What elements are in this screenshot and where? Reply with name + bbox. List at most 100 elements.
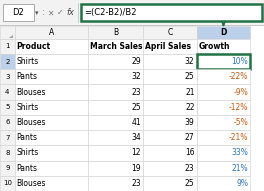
Text: 25: 25 (131, 103, 141, 112)
FancyBboxPatch shape (81, 4, 262, 21)
Text: 4: 4 (5, 89, 10, 95)
Text: -12%: -12% (229, 103, 248, 112)
Bar (88, 39, 143, 54)
Bar (15, 54, 88, 69)
Bar (88, 115, 143, 130)
Text: D: D (220, 28, 227, 37)
Text: Shirts: Shirts (17, 103, 39, 112)
Text: March Sales: March Sales (90, 42, 143, 51)
Bar (143, 145, 197, 161)
Bar (197, 115, 250, 130)
Text: 41: 41 (131, 118, 141, 127)
Text: 10: 10 (3, 180, 12, 186)
Text: -21%: -21% (229, 133, 248, 142)
Text: 39: 39 (185, 118, 195, 127)
Text: =(C2-B2)/B2: =(C2-B2)/B2 (84, 8, 137, 17)
Text: 22: 22 (185, 103, 195, 112)
Text: -5%: -5% (233, 118, 248, 127)
Text: 23: 23 (131, 179, 141, 188)
Bar (143, 161, 197, 176)
Bar (143, 100, 197, 115)
Text: C: C (167, 28, 172, 37)
Bar (0, 130, 15, 145)
Text: Shirts: Shirts (17, 57, 39, 66)
Bar (197, 84, 250, 100)
Bar (143, 39, 197, 54)
Bar (0, 26, 264, 191)
Bar (0, 0, 264, 26)
Bar (197, 176, 250, 191)
Bar (197, 39, 250, 54)
Text: 12: 12 (131, 148, 141, 157)
Bar (15, 115, 88, 130)
Text: Blouses: Blouses (17, 179, 46, 188)
Bar (0, 145, 15, 161)
Text: 23: 23 (185, 164, 195, 173)
Text: -9%: -9% (233, 87, 248, 97)
Bar (88, 100, 143, 115)
Text: 2: 2 (5, 59, 10, 65)
Bar (0, 176, 15, 191)
Bar (197, 26, 250, 39)
Text: A: A (49, 28, 54, 37)
Bar (197, 54, 250, 69)
Text: ✓: ✓ (57, 8, 63, 17)
Bar (143, 130, 197, 145)
Text: 21%: 21% (232, 164, 248, 173)
Text: Pants: Pants (17, 133, 38, 142)
Text: Pants: Pants (17, 72, 38, 81)
Text: Blouses: Blouses (17, 118, 46, 127)
Bar (15, 39, 88, 54)
Bar (88, 26, 143, 39)
Text: 5: 5 (5, 104, 10, 110)
Bar (0, 25, 264, 26)
Text: Pants: Pants (17, 164, 38, 173)
Text: 8: 8 (5, 150, 10, 156)
Text: fx: fx (67, 8, 74, 17)
Bar (15, 84, 88, 100)
Bar (15, 145, 88, 161)
Bar (88, 145, 143, 161)
Bar (0, 115, 15, 130)
Bar (143, 176, 197, 191)
Text: 9: 9 (5, 165, 10, 171)
Text: B: B (113, 28, 118, 37)
Text: ▾: ▾ (35, 10, 39, 16)
Text: 25: 25 (185, 179, 195, 188)
Bar (0, 54, 15, 69)
Bar (15, 100, 88, 115)
Bar (88, 161, 143, 176)
Bar (88, 176, 143, 191)
Bar (0, 26, 15, 39)
Text: 10%: 10% (232, 57, 248, 66)
Bar (15, 161, 88, 176)
Text: ✕: ✕ (48, 8, 54, 17)
FancyBboxPatch shape (3, 4, 34, 21)
Bar (197, 100, 250, 115)
Text: Product: Product (17, 42, 51, 51)
Bar (88, 84, 143, 100)
Bar (88, 130, 143, 145)
Polygon shape (9, 35, 13, 38)
Bar (143, 115, 197, 130)
Text: 32: 32 (131, 72, 141, 81)
Text: 29: 29 (131, 57, 141, 66)
Bar (0, 69, 15, 84)
Text: 9%: 9% (236, 179, 248, 188)
Bar (0, 100, 15, 115)
Text: 3: 3 (5, 74, 10, 80)
Bar (0, 39, 15, 54)
Text: April Sales: April Sales (145, 42, 191, 51)
Bar (15, 176, 88, 191)
Bar (88, 54, 143, 69)
Bar (143, 69, 197, 84)
Text: 32: 32 (185, 57, 195, 66)
Text: D2: D2 (12, 8, 24, 17)
Bar (88, 69, 143, 84)
Text: Blouses: Blouses (17, 87, 46, 97)
Text: -22%: -22% (229, 72, 248, 81)
Bar (197, 130, 250, 145)
Text: 7: 7 (5, 135, 10, 141)
Text: :: : (42, 8, 45, 17)
Text: 34: 34 (131, 133, 141, 142)
